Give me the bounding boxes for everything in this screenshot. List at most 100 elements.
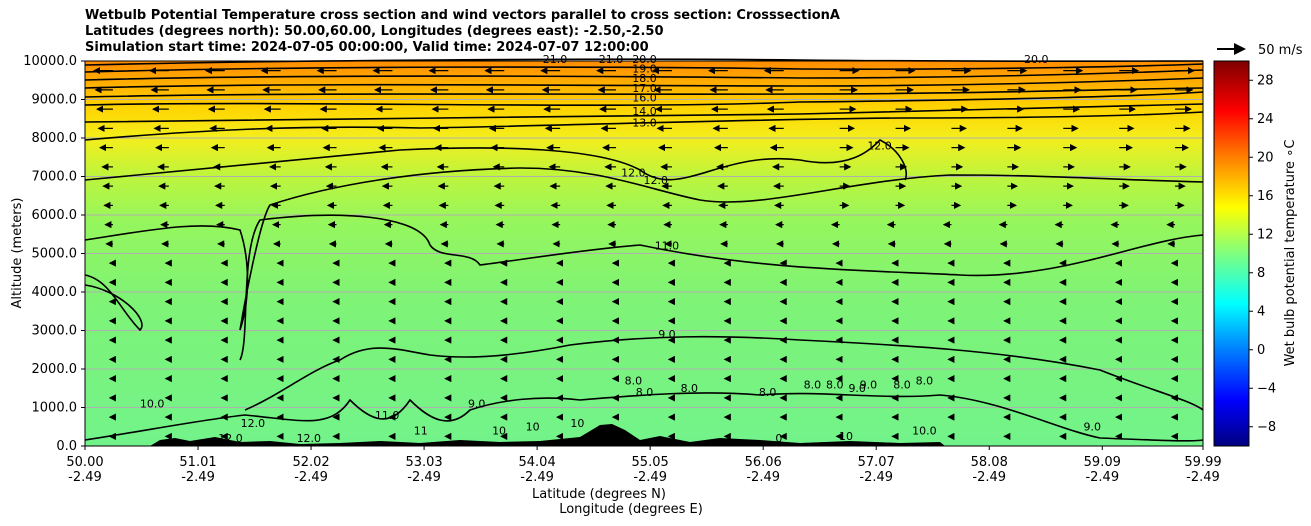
contour-label: 10 bbox=[839, 430, 853, 443]
colorbar-tick-label: 8 bbox=[1257, 266, 1265, 281]
x-tick-label-lon: -2.49 bbox=[181, 470, 215, 485]
contour-label: 8.0 bbox=[625, 374, 643, 387]
contour-11a bbox=[84, 274, 143, 332]
contour-labels: 21.0 21.0 20.019.018.017.016.020.014.013.0… bbox=[140, 53, 1101, 445]
contour-label: 8.0 bbox=[804, 378, 822, 391]
colorbar-gradient bbox=[1213, 60, 1250, 447]
chart-title-line-2: Latitudes (degrees north): 50.00,60.00, … bbox=[85, 24, 664, 39]
contour-16 bbox=[84, 91, 1204, 107]
y-tick-label: 7000.0 bbox=[32, 170, 78, 185]
y-tick-label: 1000.0 bbox=[32, 401, 78, 416]
x-tick-label-lat: 55.05 bbox=[632, 455, 669, 470]
contour-label: 0 bbox=[775, 432, 782, 445]
y-tick-label: 0.0 bbox=[56, 439, 77, 454]
contour-9 bbox=[244, 335, 1204, 411]
contour-label: 10.0 bbox=[912, 424, 937, 437]
chart-title-line-1: Wetbulb Potential Temperature cross sect… bbox=[85, 8, 840, 23]
contour-label: 20.0 bbox=[632, 53, 657, 66]
chart-title-line-3: Simulation start time: 2024-07-05 00:00:… bbox=[85, 40, 649, 55]
x-tick-label-lat: 53.03 bbox=[405, 455, 442, 470]
y-tick-label: 6000.0 bbox=[32, 208, 78, 223]
x-tick-label-lat: 59.99 bbox=[1184, 455, 1221, 470]
x-tick-label-lat: 52.02 bbox=[292, 455, 329, 470]
y-axis: 0.0 1000.0 2000.0 3000.0 4000.0 5000.0 6000.0 7… bbox=[23, 54, 85, 454]
colorbar-tick-label: 12 bbox=[1257, 227, 1274, 242]
wind-key: 50 m/s bbox=[1217, 43, 1303, 58]
x-tick-label-lat: 56.06 bbox=[745, 455, 782, 470]
x-tick-label-lon: -2.49 bbox=[859, 470, 893, 485]
contour-label: 8.0 bbox=[916, 374, 934, 387]
x-tick-label-lat: 50.00 bbox=[66, 455, 103, 470]
contour-12 bbox=[84, 139, 907, 181]
x-tick-label-lon: -2.49 bbox=[1085, 470, 1119, 485]
y-tick-label: 9000.0 bbox=[32, 93, 78, 108]
contour-label: 10 bbox=[526, 421, 540, 434]
y-tick-label: 2000.0 bbox=[32, 362, 78, 377]
colorbar-ticks: −8 −4 0 4 8 12 16 20 24 28 bbox=[1249, 73, 1276, 435]
contour-label: 21.0 bbox=[599, 53, 624, 66]
contour-11 bbox=[239, 214, 1204, 361]
colorbar-tick-label: 4 bbox=[1257, 304, 1265, 319]
x-tick-label-lon: -2.49 bbox=[407, 470, 441, 485]
contour-10 bbox=[84, 392, 1204, 442]
colorbar-tick-label: 0 bbox=[1257, 343, 1265, 358]
contour-20 bbox=[84, 63, 1204, 73]
colorbar-tick-label: −4 bbox=[1257, 381, 1276, 396]
contour-lines bbox=[84, 58, 1204, 442]
x-tick-label-lon: -2.49 bbox=[294, 470, 328, 485]
contour-label: 12.0 bbox=[297, 432, 322, 445]
contour-label: 17.0 bbox=[632, 82, 657, 95]
contour-12b bbox=[84, 167, 1204, 331]
contour-label: 19.0 bbox=[632, 63, 657, 76]
contour-label: 9.0 bbox=[468, 398, 486, 411]
y-axis-label: Altitude (meters) bbox=[10, 198, 25, 309]
x-axis-label-latitude: Latitude (degrees N) bbox=[532, 487, 666, 502]
x-tick-label-lon: -2.49 bbox=[972, 470, 1006, 485]
x-tick-label-lat: 51.01 bbox=[179, 455, 216, 470]
x-tick-label-lat: 58.08 bbox=[971, 455, 1008, 470]
x-tick-label-lon: -2.49 bbox=[520, 470, 554, 485]
contour-18 bbox=[84, 77, 1204, 89]
contour-14 bbox=[84, 103, 1204, 123]
terrain bbox=[150, 424, 945, 446]
contour-label: 12.0 bbox=[867, 140, 892, 153]
contour-13 bbox=[84, 111, 1204, 141]
contour-label: 11.0 bbox=[375, 409, 400, 422]
contour-label: 20.0 bbox=[1024, 53, 1049, 66]
x-tick-label-lat: 57.07 bbox=[858, 455, 895, 470]
contour-label: 9.0 bbox=[860, 378, 878, 391]
contour-label: 8.0 bbox=[893, 378, 911, 391]
contour-label: 11 bbox=[414, 424, 428, 437]
x-tick-label-lat: 54.04 bbox=[519, 455, 556, 470]
y-tick-label: 3000.0 bbox=[32, 324, 78, 339]
x-axis-label-longitude: Longitude (degrees E) bbox=[559, 502, 703, 517]
colorbar-tick-label: 16 bbox=[1257, 189, 1274, 204]
contour-label: 16.0 bbox=[632, 91, 657, 104]
contour-label: 11.0 bbox=[655, 240, 680, 253]
contour-label: 13.0 bbox=[632, 116, 657, 129]
contour-label: 12.0 bbox=[644, 174, 669, 187]
colorbar-tick-label: −8 bbox=[1257, 420, 1276, 435]
contour-label: 9.0 bbox=[1083, 421, 1101, 434]
colorbar-tick-label: 20 bbox=[1257, 150, 1274, 165]
contour-label: 8.0 bbox=[636, 386, 654, 399]
contour-label: 10.0 bbox=[140, 398, 165, 411]
contour-label: 8.0 bbox=[826, 378, 844, 391]
contour-label: 14.0 bbox=[632, 105, 657, 118]
contour-label: 9.0 bbox=[848, 382, 866, 395]
contour-label: 8.0 bbox=[681, 382, 699, 395]
x-tick-label-lon: -2.49 bbox=[68, 470, 102, 485]
x-tick-label-lon: -2.49 bbox=[633, 470, 667, 485]
colorbar: −8 −4 0 4 8 12 16 20 24 28 Wet bulb potential tem… bbox=[1213, 60, 1298, 447]
x-axis: 50.00-2.4951.01-2.4952.02-2.4953.03-2.49… bbox=[66, 446, 1222, 485]
x-tick-label-lon: -2.49 bbox=[1186, 470, 1220, 485]
contour-label: 21.0 bbox=[543, 53, 568, 66]
colorbar-label: Wet bulb potential temperature ∘C bbox=[1283, 140, 1298, 367]
wind-key-label: 50 m/s bbox=[1258, 43, 1303, 58]
contour-label: 10 bbox=[492, 424, 506, 437]
colorbar-tick-label: 24 bbox=[1257, 112, 1274, 127]
contour-label: 18.0 bbox=[632, 72, 657, 85]
y-tick-label: 8000.0 bbox=[32, 131, 78, 146]
contour-label: 12.0 bbox=[621, 167, 646, 180]
